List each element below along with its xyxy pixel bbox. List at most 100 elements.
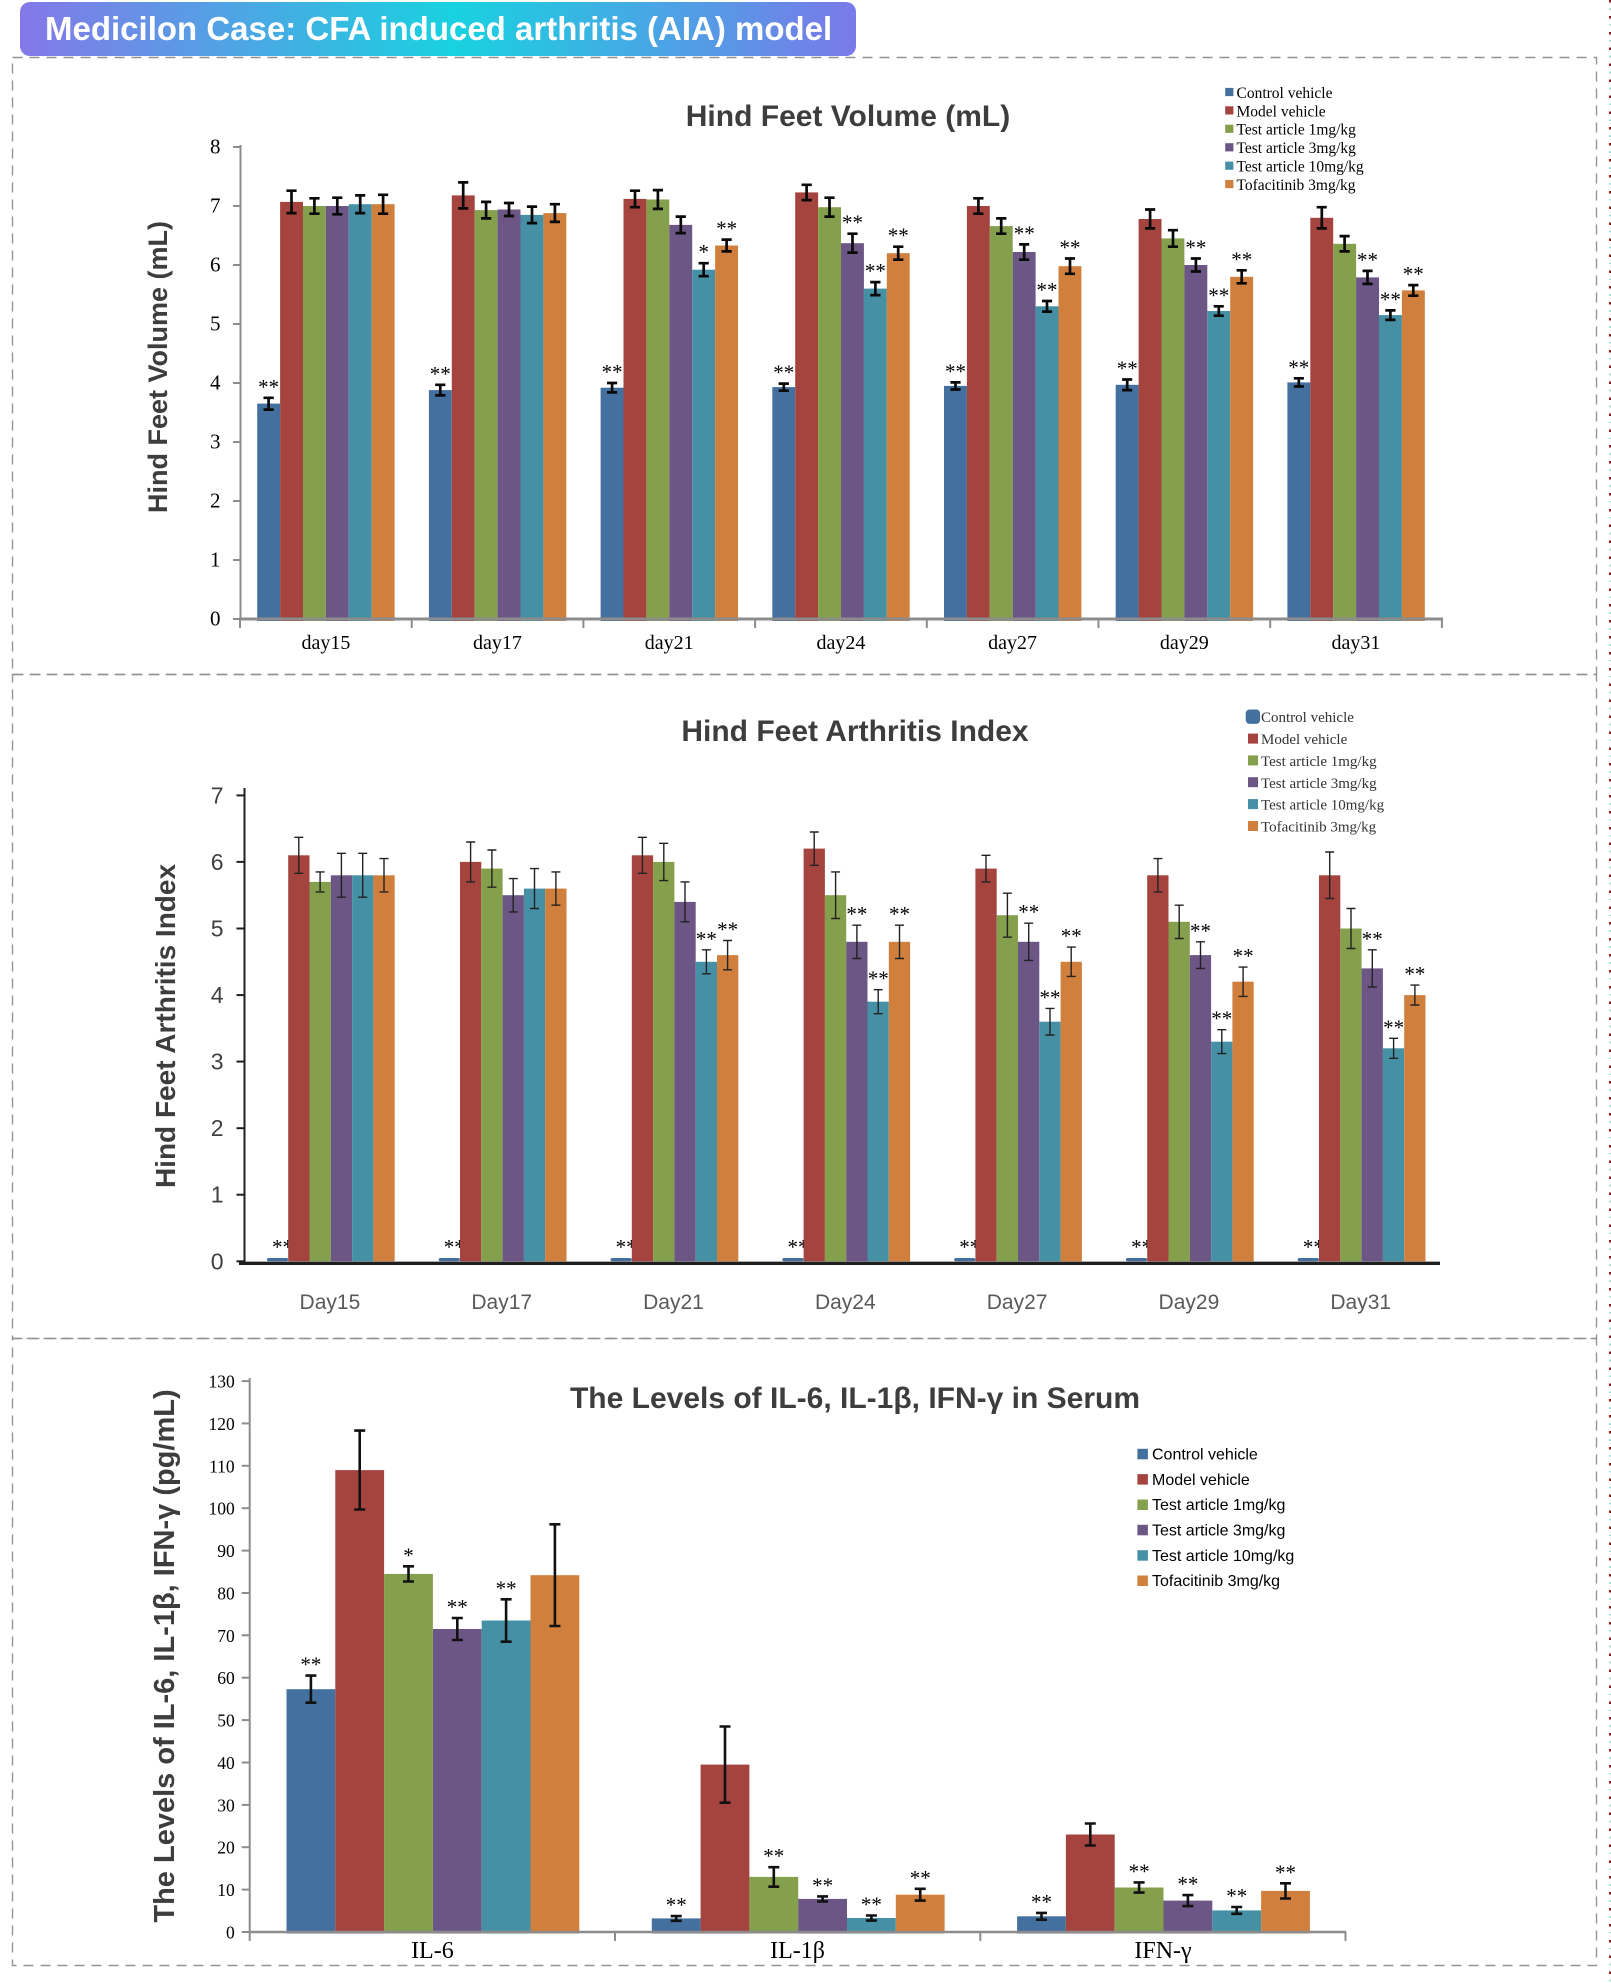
svg-text:The Levels of IL-6, IL-1β, IFN: The Levels of IL-6, IL-1β, IFN-γ in Seru…	[570, 1382, 1140, 1415]
svg-text:**: **	[910, 1866, 931, 1890]
svg-text:**: **	[888, 224, 909, 248]
svg-text:**: **	[846, 902, 867, 926]
svg-text:Hind Feet Arthritis Index: Hind Feet Arthritis Index	[150, 864, 181, 1189]
svg-text:**: **	[1129, 1859, 1150, 1883]
svg-text:**: **	[763, 1844, 784, 1868]
svg-text:60: 60	[217, 1668, 235, 1688]
svg-text:Day29: Day29	[1159, 1291, 1220, 1314]
svg-text:**: **	[842, 211, 863, 235]
svg-text:Test article 10mg/kg: Test article 10mg/kg	[1152, 1548, 1294, 1565]
svg-text:**: **	[1403, 262, 1424, 286]
svg-text:50: 50	[217, 1711, 235, 1731]
svg-text:7: 7	[210, 194, 221, 218]
svg-text:**: **	[1018, 900, 1039, 924]
svg-text:Test article 10mg/kg: Test article 10mg/kg	[1261, 798, 1385, 814]
svg-text:3: 3	[211, 1049, 224, 1075]
svg-text:100: 100	[208, 1499, 235, 1519]
svg-text:Test article 10mg/kg: Test article 10mg/kg	[1237, 159, 1364, 176]
svg-text:Tofacitinib 3mg/kg: Tofacitinib 3mg/kg	[1261, 820, 1377, 836]
svg-text:**: **	[272, 1235, 293, 1259]
svg-text:**: **	[496, 1576, 517, 1600]
svg-text:Day15: Day15	[300, 1291, 361, 1314]
svg-text:Day31: Day31	[1330, 1291, 1391, 1314]
svg-text:**: **	[1185, 236, 1206, 260]
svg-text:Model vehicle: Model vehicle	[1261, 732, 1348, 748]
svg-text:day21: day21	[645, 632, 694, 654]
svg-text:**: **	[945, 359, 966, 383]
svg-text:**: **	[1362, 927, 1383, 951]
svg-text:8: 8	[210, 135, 221, 159]
svg-text:Model vehicle: Model vehicle	[1237, 103, 1326, 120]
svg-text:**: **	[812, 1873, 833, 1897]
svg-text:110: 110	[209, 1456, 235, 1476]
svg-text:**: **	[1040, 985, 1061, 1009]
svg-text:day29: day29	[1160, 632, 1209, 654]
svg-text:**: **	[1031, 1890, 1052, 1914]
svg-text:**: **	[861, 1893, 882, 1917]
svg-text:IFN-γ: IFN-γ	[1134, 1938, 1192, 1964]
svg-text:3: 3	[210, 430, 221, 454]
svg-text:**: **	[1177, 1872, 1198, 1896]
svg-text:Day17: Day17	[471, 1291, 532, 1314]
svg-text:Tofacitinib 3mg/kg: Tofacitinib 3mg/kg	[1152, 1573, 1280, 1590]
svg-text:0: 0	[210, 607, 221, 631]
svg-text:The Levels of IL-6, IL-1β, IFN: The Levels of IL-6, IL-1β, IFN-γ (pg/mL)	[149, 1389, 181, 1922]
svg-text:Test article 3mg/kg: Test article 3mg/kg	[1152, 1523, 1285, 1540]
svg-text:**: **	[1117, 357, 1138, 381]
svg-text:Test article 3mg/kg: Test article 3mg/kg	[1237, 140, 1357, 157]
svg-text:**: **	[1211, 1007, 1232, 1031]
svg-text:**: **	[1303, 1235, 1324, 1259]
svg-text:**: **	[616, 1235, 637, 1259]
svg-text:day15: day15	[301, 632, 350, 654]
svg-text:**: **	[300, 1653, 321, 1677]
svg-text:**: **	[889, 902, 910, 926]
svg-text:IL-1β: IL-1β	[770, 1938, 825, 1964]
svg-text:**: **	[1404, 962, 1425, 986]
svg-text:30: 30	[217, 1795, 235, 1815]
svg-text:Hind Feet Volume (mL): Hind Feet Volume (mL)	[143, 221, 173, 513]
svg-text:**: **	[788, 1235, 809, 1259]
svg-text:Model vehicle: Model vehicle	[1152, 1472, 1250, 1489]
svg-text:4: 4	[210, 371, 221, 395]
svg-text:day17: day17	[473, 632, 522, 654]
svg-text:2: 2	[211, 1115, 224, 1141]
svg-text:0: 0	[211, 1248, 224, 1274]
svg-text:6: 6	[211, 849, 224, 875]
svg-text:**: **	[1357, 248, 1378, 272]
svg-text:**: **	[444, 1235, 465, 1259]
svg-text:120: 120	[208, 1414, 235, 1434]
svg-text:1: 1	[211, 1182, 224, 1208]
svg-text:**: **	[1061, 924, 1082, 948]
svg-text:**: **	[1380, 287, 1401, 311]
svg-text:**: **	[1208, 283, 1229, 307]
svg-text:**: **	[1060, 236, 1081, 260]
svg-text:**: **	[959, 1235, 980, 1259]
svg-text:**: **	[602, 360, 623, 384]
svg-text:90: 90	[217, 1541, 235, 1561]
svg-text:**: **	[1275, 1860, 1296, 1884]
svg-text:*: *	[403, 1543, 414, 1567]
svg-text:day24: day24	[816, 632, 865, 654]
svg-text:70: 70	[217, 1626, 235, 1646]
svg-text:day31: day31	[1332, 632, 1381, 654]
svg-text:**: **	[1131, 1235, 1152, 1259]
svg-text:20: 20	[217, 1838, 235, 1858]
svg-text:**: **	[865, 259, 886, 283]
svg-text:**: **	[1383, 1015, 1404, 1039]
svg-text:Test article 1mg/kg: Test article 1mg/kg	[1261, 754, 1377, 770]
svg-text:**: **	[447, 1595, 468, 1619]
svg-text:**: **	[1226, 1884, 1247, 1908]
svg-text:**: **	[1037, 278, 1058, 302]
svg-text:**: **	[258, 375, 279, 399]
svg-text:**: **	[430, 362, 451, 386]
svg-text:**: **	[1233, 944, 1254, 968]
svg-text:**: **	[1014, 221, 1035, 245]
svg-text:**: **	[696, 927, 717, 951]
svg-text:Hind Feet Arthritis Index: Hind Feet Arthritis Index	[681, 715, 1029, 748]
svg-text:5: 5	[210, 312, 221, 336]
svg-text:Tofacitinib 3mg/kg: Tofacitinib 3mg/kg	[1237, 177, 1356, 194]
svg-text:Control vehicle: Control vehicle	[1237, 85, 1333, 102]
svg-text:5: 5	[211, 916, 224, 942]
svg-text:day27: day27	[988, 632, 1037, 654]
svg-text:Control vehicle: Control vehicle	[1152, 1447, 1258, 1464]
